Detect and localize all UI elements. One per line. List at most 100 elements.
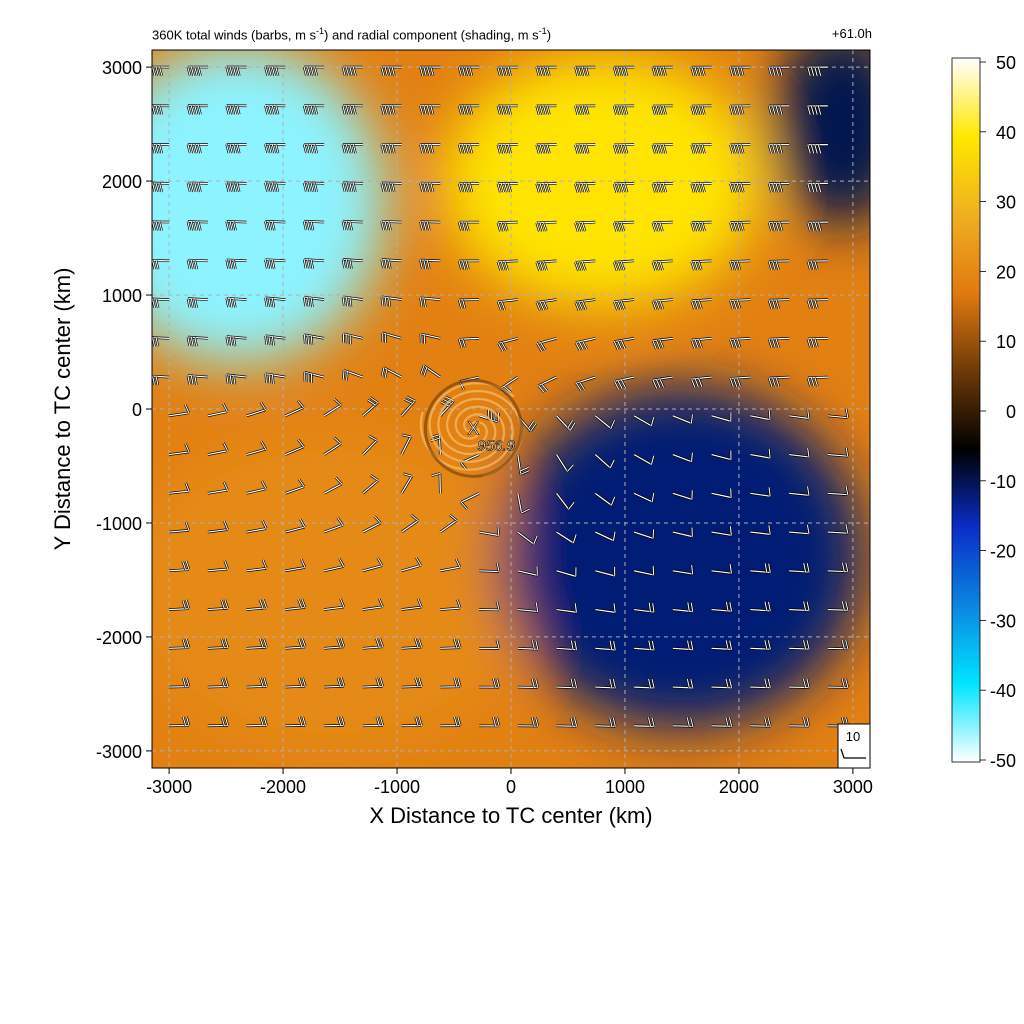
wind-barb [419,258,441,270]
wind-barb [380,181,402,193]
wind-barb [789,678,811,689]
wind-barb [535,104,557,115]
wind-barb [789,562,811,574]
wind-barb [341,181,363,193]
wind-barb [789,717,811,728]
wind-barb [323,517,344,534]
wind-barb [380,65,402,77]
wind-barb [613,375,635,390]
wind-barb [535,65,557,77]
wind-barb [633,640,656,652]
wind-barb [400,472,413,495]
wind-barb [729,182,751,193]
x-tick-label: -1000 [374,777,420,797]
wind-barb [419,143,441,154]
shading-region [152,431,534,751]
wind-barb [555,492,576,511]
wind-barb [612,182,635,193]
wind-barb [517,678,539,689]
wind-barb [690,182,712,193]
wind-barb [634,717,656,728]
wind-barb [168,521,191,534]
wind-barb [806,259,828,271]
wind-barb [341,143,363,154]
wind-barb [594,414,616,430]
wind-barbs [152,65,849,728]
wind-barb [767,65,790,77]
wind-barb [401,677,423,689]
wind-barb [827,678,849,689]
wind-barb [788,447,811,459]
wind-barb [788,524,811,535]
wind-barb [264,258,286,270]
wind-barb [612,104,635,116]
wind-barb [672,602,694,613]
x-axis: -3000 -2000 -1000 0 1000 2000 3000 [146,768,873,797]
colorbar-tick-label: 30 [996,193,1016,213]
wind-barb [594,453,616,469]
wind-barb [497,337,519,352]
wind-barb [535,220,557,232]
wind-barb [264,104,286,115]
wind-barb [323,557,345,573]
wind-barb [496,220,518,232]
wind-barb [186,374,208,386]
wind-barb [380,143,402,154]
wind-barb [711,601,733,613]
wind-barb [536,337,557,352]
wind-barb [672,490,694,501]
wind-barb [152,104,170,115]
colorbar-tick-label: -50 [990,751,1016,771]
wind-barb [401,638,423,650]
barb-key-flag [840,748,845,759]
wind-barb [767,259,790,271]
wind-barb [169,716,191,728]
wind-barb [341,65,363,77]
wind-barb [555,414,577,432]
wind-barb [285,558,307,573]
y-tick-label: 2000 [102,172,142,192]
wind-barb [207,638,229,650]
wind-barb [574,104,596,116]
wind-barb [225,65,247,77]
wind-barb [225,104,247,115]
wind-barb [419,181,441,193]
wind-barb [556,678,578,690]
wind-barb [633,565,655,577]
wind-barb [380,295,402,307]
wind-barb [285,598,307,611]
wind-barb [806,337,828,348]
wind-barb [651,298,673,311]
wind-barb [633,602,656,614]
wind-barb [264,65,286,77]
wind-barb [612,65,635,77]
wind-barb [457,220,480,232]
wind-barb [401,598,423,611]
wind-barb [362,677,384,689]
wind-barb [207,599,229,611]
wind-barb [651,65,673,77]
wind-barb [574,143,596,154]
wind-barb [380,104,402,115]
wind-barb [556,567,578,578]
wind-barb [169,638,191,650]
wind-barb [186,297,208,308]
wind-barb [303,371,325,384]
wind-barb [555,453,575,473]
wind-barb [246,559,268,573]
wind-barb [729,104,751,115]
wind-barb [496,182,518,193]
wind-barb [302,219,325,231]
wind-barb [186,220,208,231]
wind-barb [419,364,442,379]
wind-barb [575,375,596,392]
wind-barb [440,677,462,689]
wind-barb [496,298,518,311]
tc-vortex [419,378,523,478]
wind-barb [690,104,712,116]
wind-barb [633,529,655,540]
wind-barb [440,558,462,573]
vortex-spiral-arm [428,381,515,464]
vortex-ring [423,378,523,478]
wind-barb [440,716,462,728]
